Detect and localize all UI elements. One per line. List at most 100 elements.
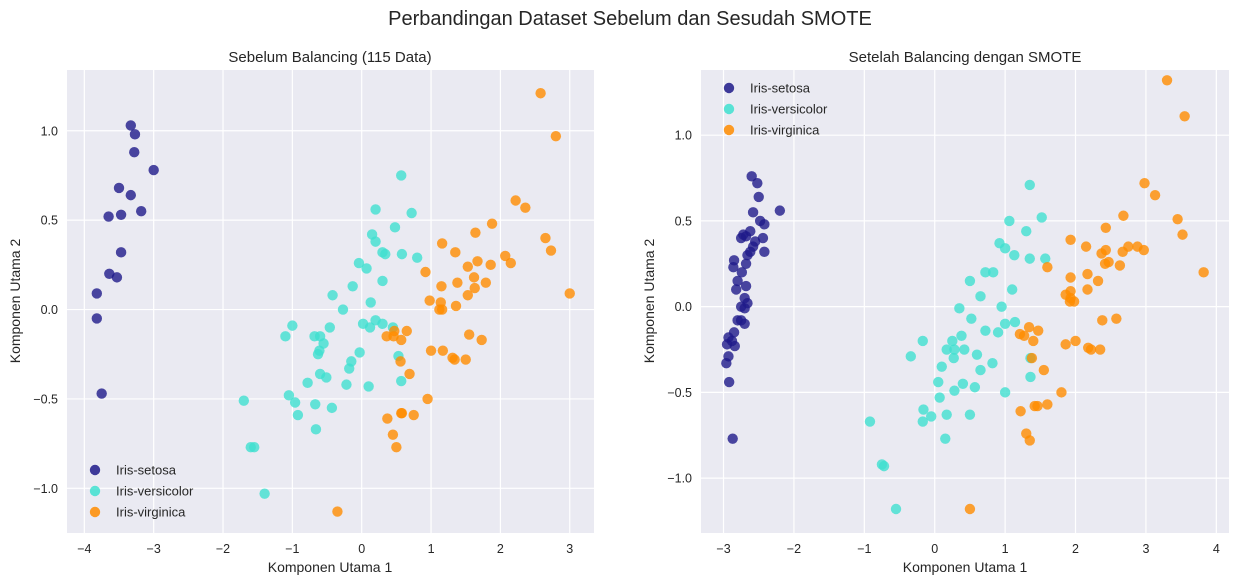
point-iris-versicolor	[289, 397, 301, 408]
point-iris-virginica	[520, 202, 531, 213]
point-iris-versicolor	[1025, 371, 1036, 383]
legend-label-iris-virginica: Iris-virginica	[116, 505, 186, 520]
point-iris-versicolor	[1021, 225, 1032, 237]
point-iris-virginica	[1042, 399, 1053, 410]
point-iris-virginica	[1056, 387, 1067, 398]
point-iris-virginica	[1038, 364, 1050, 376]
point-iris-virginica	[387, 429, 399, 440]
point-iris-setosa	[721, 339, 733, 350]
point-iris-virginica	[436, 281, 447, 292]
point-iris-setosa	[129, 147, 140, 158]
point-iris-setosa	[96, 388, 107, 399]
point-iris-virginica	[382, 413, 393, 424]
point-iris-versicolor	[999, 243, 1011, 254]
point-iris-versicolor	[996, 301, 1007, 312]
ticks-before: −4 −3 −2 −1 0 1 2 3 −1.0 −0.5 0.0 0.5 1.0	[33, 124, 573, 556]
point-iris-virginica	[449, 354, 460, 365]
point-iris-virginica	[462, 290, 473, 301]
plot-after-smote: Setelah Balancing dengan SMOTE −3 −2 −1 0 1 2…	[641, 49, 1229, 575]
point-iris-virginica	[1080, 241, 1092, 252]
y-tick-label: 1.0	[41, 124, 58, 138]
point-iris-virginica	[391, 441, 402, 453]
point-iris-setosa	[739, 303, 750, 314]
legend-before: Iris-setosa Iris-versicolor Iris-virginica	[89, 463, 194, 520]
point-iris-versicolor	[966, 313, 977, 324]
plot-before-smote: Sebelum Balancing (115 Data) −4 −3 −2 −1 0 1 2…	[7, 49, 594, 575]
point-iris-versicolor	[959, 344, 970, 355]
point-iris-versicolor	[964, 409, 976, 420]
point-iris-virginica	[469, 282, 480, 294]
point-iris-versicolor	[353, 257, 365, 269]
point-iris-versicolor	[309, 331, 320, 342]
point-iris-virginica	[1092, 275, 1104, 287]
point-iris-virginica	[436, 304, 448, 315]
point-iris-setosa	[91, 288, 103, 299]
point-iris-setosa	[728, 262, 739, 273]
point-iris-versicolor	[411, 252, 423, 263]
plot-title-after: Setelah Balancing dengan SMOTE	[849, 49, 1082, 66]
point-iris-virginica	[395, 356, 406, 367]
legend-marker-iris-versicolor	[89, 485, 101, 497]
point-iris-virginica	[480, 277, 492, 288]
legend-marker-iris-versicolor	[723, 103, 735, 115]
point-iris-setosa	[111, 272, 123, 283]
point-iris-setosa	[740, 280, 752, 292]
point-iris-versicolor	[324, 322, 336, 333]
y-tick-label: 0.5	[41, 214, 58, 228]
grid-after	[701, 70, 1229, 533]
point-iris-virginica	[1065, 234, 1076, 245]
plot-area-after	[701, 70, 1229, 533]
point-iris-virginica	[540, 232, 551, 244]
y-tick-label: −0.5	[33, 392, 58, 406]
point-iris-virginica	[1097, 315, 1108, 326]
point-iris-setosa	[746, 171, 757, 182]
point-iris-virginica	[500, 250, 511, 262]
point-iris-setosa	[729, 340, 740, 352]
y-tick-label: 1.0	[675, 129, 692, 143]
legend-marker-iris-setosa	[89, 464, 101, 476]
point-iris-setosa	[759, 219, 770, 230]
point-iris-virginica	[1026, 352, 1038, 364]
point-iris-setosa	[125, 189, 136, 201]
point-iris-versicolor	[365, 297, 376, 308]
point-iris-setosa	[759, 246, 770, 257]
point-iris-versicolor	[864, 416, 876, 427]
legend-marker-iris-virginica	[89, 506, 101, 518]
point-iris-virginica	[1172, 213, 1183, 225]
point-iris-versicolor	[878, 460, 890, 472]
point-iris-virginica	[1029, 400, 1040, 412]
y-axis-label-before: Komponen Utama 2	[7, 239, 23, 364]
point-iris-versicolor	[396, 375, 407, 387]
point-iris-versicolor	[370, 204, 381, 215]
point-iris-versicolor	[370, 236, 381, 247]
point-iris-setosa	[740, 258, 752, 269]
point-iris-versicolor	[926, 411, 937, 422]
x-tick-label: −2	[787, 542, 801, 556]
point-iris-setosa	[747, 207, 759, 218]
point-iris-setosa	[736, 267, 748, 278]
point-iris-versicolor	[1024, 179, 1035, 191]
x-tick-label: 1	[428, 542, 435, 556]
x-axis-label-after: Komponen Utama 1	[903, 559, 1028, 575]
y-tick-label: 0.0	[41, 303, 58, 317]
point-iris-virginica	[422, 393, 433, 405]
point-iris-versicolor	[992, 327, 1004, 338]
point-iris-virginica	[1024, 435, 1035, 446]
point-iris-setosa	[148, 164, 159, 176]
y-tick-label: −0.5	[667, 386, 692, 400]
point-iris-virginica	[472, 256, 483, 267]
point-iris-virginica	[1179, 111, 1190, 122]
ticks-after: −3 −2 −1 0 1 2 3 4 −1.0 −0.5 0.0 0.5 1.0	[667, 129, 1220, 556]
point-iris-versicolor	[917, 335, 928, 347]
point-iris-versicolor	[283, 390, 295, 401]
point-iris-setosa	[125, 120, 136, 131]
point-iris-virginica	[1082, 268, 1093, 280]
point-iris-virginica	[1099, 258, 1111, 269]
point-iris-virginica	[452, 277, 463, 288]
point-iris-virginica	[1161, 75, 1173, 86]
point-iris-versicolor	[1024, 253, 1035, 264]
point-iris-setosa	[753, 191, 764, 203]
legend-label-iris-versicolor: Iris-versicolor	[116, 484, 194, 499]
point-iris-setosa	[723, 376, 735, 388]
